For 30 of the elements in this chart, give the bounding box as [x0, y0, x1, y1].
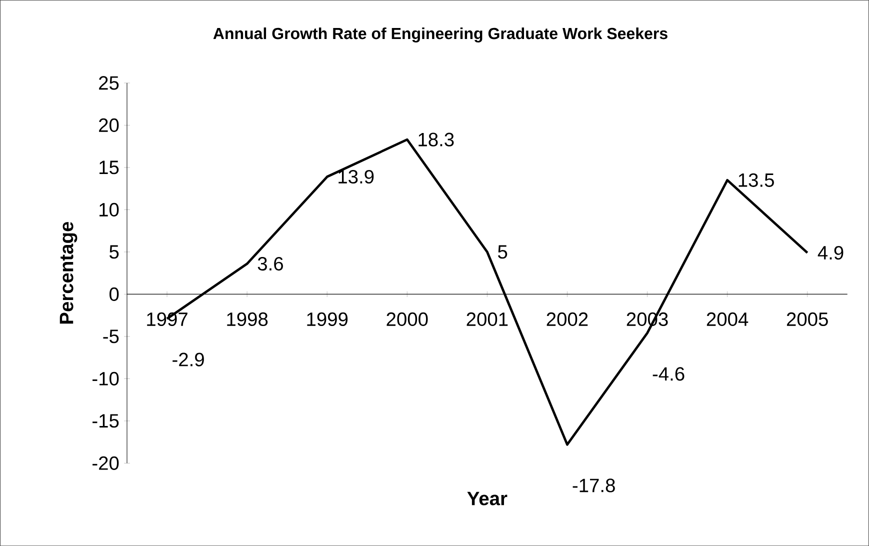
- x-tick-label: 2005: [786, 312, 828, 326]
- data-label: -2.9: [172, 352, 204, 366]
- y-tick-label: 15: [100, 160, 119, 174]
- y-tick-label: 5: [110, 245, 119, 259]
- data-label: 18.3: [418, 132, 454, 146]
- y-tick-label: -5: [103, 330, 119, 344]
- x-axis-title: Year: [467, 492, 508, 506]
- x-tick-label: 2004: [706, 312, 748, 326]
- data-label: 4.9: [818, 246, 844, 260]
- x-tick-label: 2000: [386, 312, 428, 326]
- x-tick-label: 2001: [466, 312, 508, 326]
- y-tick-label: 10: [100, 202, 119, 216]
- y-tick-label: -20: [92, 456, 119, 470]
- x-tick-label: 1999: [307, 312, 348, 326]
- data-label: 13.5: [738, 173, 774, 187]
- data-label: -17.8: [572, 478, 615, 492]
- chart-title: Annual Growth Rate of Engineering Graduate Work Seekers: [213, 27, 668, 42]
- data-label: 5: [498, 245, 508, 259]
- data-label: -4.6: [652, 367, 684, 381]
- x-tick-label: 2002: [546, 312, 588, 326]
- x-tick-label: 1998: [227, 312, 268, 326]
- y-tick-label: -15: [92, 414, 119, 428]
- y-tick-label: 25: [99, 76, 119, 90]
- y-tick-label: -10: [92, 372, 119, 386]
- y-tick-label: 0: [110, 287, 119, 301]
- x-tick-label: 1997: [147, 312, 188, 326]
- data-label: 3.6: [258, 256, 283, 271]
- data-label: 13.9: [338, 170, 374, 184]
- y-tick-label: 20: [99, 118, 119, 132]
- y-axis-title: Percentage: [60, 222, 78, 324]
